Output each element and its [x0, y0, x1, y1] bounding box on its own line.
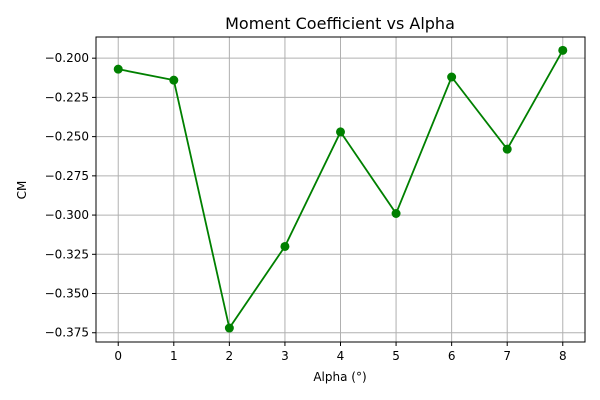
x-tick-label: 8 — [559, 349, 567, 363]
y-tick-label: −0.200 — [45, 51, 89, 65]
x-tick-label: 1 — [170, 349, 178, 363]
x-tick-label: 4 — [337, 349, 345, 363]
y-tick-label: −0.300 — [45, 208, 89, 222]
data-point — [113, 64, 123, 74]
data-point — [558, 45, 568, 55]
data-point — [169, 75, 179, 85]
grid — [96, 37, 585, 342]
data-point — [447, 72, 457, 82]
y-axis-label: CM — [15, 181, 29, 200]
data-point — [280, 241, 290, 251]
x-axis-label: Alpha (°) — [313, 370, 366, 384]
series-layer — [113, 45, 568, 333]
x-tick-label: 2 — [226, 349, 234, 363]
x-tick-label: 7 — [503, 349, 511, 363]
y-tick-label: −0.250 — [45, 130, 89, 144]
data-point — [502, 144, 512, 154]
data-point — [336, 127, 345, 137]
data-point — [224, 323, 234, 333]
data-point — [391, 209, 401, 219]
x-tick-label: 6 — [448, 349, 456, 363]
x-tick-label: 0 — [114, 349, 122, 363]
chart-title: Moment Coefficient vs Alpha — [225, 14, 455, 33]
y-tick-label: −0.375 — [45, 326, 89, 340]
x-tick-label: 5 — [392, 349, 400, 363]
x-tick-label: 3 — [281, 349, 289, 363]
y-tick-label: −0.275 — [45, 169, 89, 183]
y-tick-label: −0.325 — [45, 247, 89, 261]
y-tick-label: −0.225 — [45, 90, 89, 104]
ticks: 0 1 2 3 4 5 6 7 8 −0.375 −0.350 −0.325 −0.300 −0.275 −… — [45, 51, 567, 363]
y-tick-label: −0.350 — [45, 287, 89, 301]
